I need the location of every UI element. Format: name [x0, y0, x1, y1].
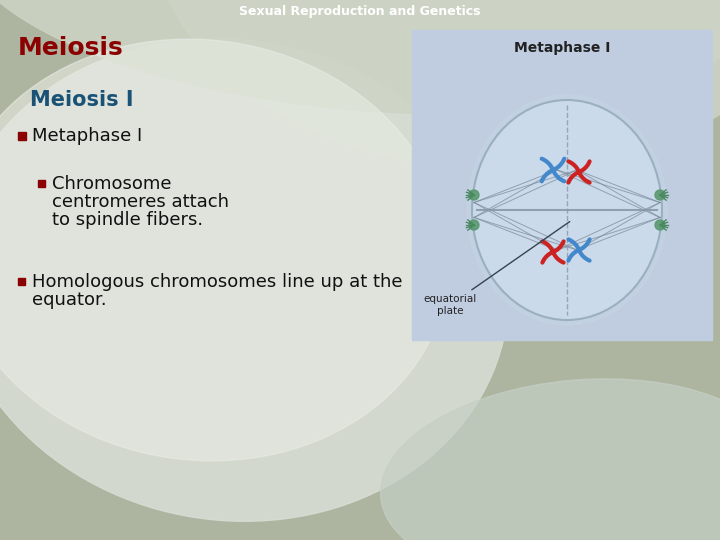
Ellipse shape	[472, 100, 662, 320]
Text: Meiosis: Meiosis	[18, 36, 124, 60]
Circle shape	[469, 220, 479, 230]
Circle shape	[655, 190, 665, 200]
Text: Homologous chromosomes line up at the: Homologous chromosomes line up at the	[32, 273, 402, 291]
Ellipse shape	[0, 0, 720, 114]
Text: Chromosome: Chromosome	[52, 175, 171, 193]
Text: Meiosis I: Meiosis I	[30, 90, 133, 110]
Ellipse shape	[467, 95, 667, 325]
Text: equator.: equator.	[32, 291, 107, 309]
Circle shape	[469, 190, 479, 200]
Ellipse shape	[150, 0, 720, 170]
Ellipse shape	[0, 39, 449, 461]
Text: centromeres attach: centromeres attach	[52, 193, 229, 211]
Text: equatorial
plate: equatorial plate	[423, 221, 570, 316]
Text: Sexual Reproduction and Genetics: Sexual Reproduction and Genetics	[239, 5, 481, 18]
Ellipse shape	[381, 379, 720, 540]
Bar	[18, 132, 26, 140]
Text: to spindle fibers.: to spindle fibers.	[52, 211, 203, 229]
Bar	[412, 30, 712, 340]
Text: Metaphase I: Metaphase I	[514, 41, 610, 55]
Ellipse shape	[0, 39, 509, 521]
Bar	[18, 278, 25, 285]
Bar	[38, 180, 45, 187]
Text: Metaphase I: Metaphase I	[32, 127, 143, 145]
Circle shape	[655, 220, 665, 230]
